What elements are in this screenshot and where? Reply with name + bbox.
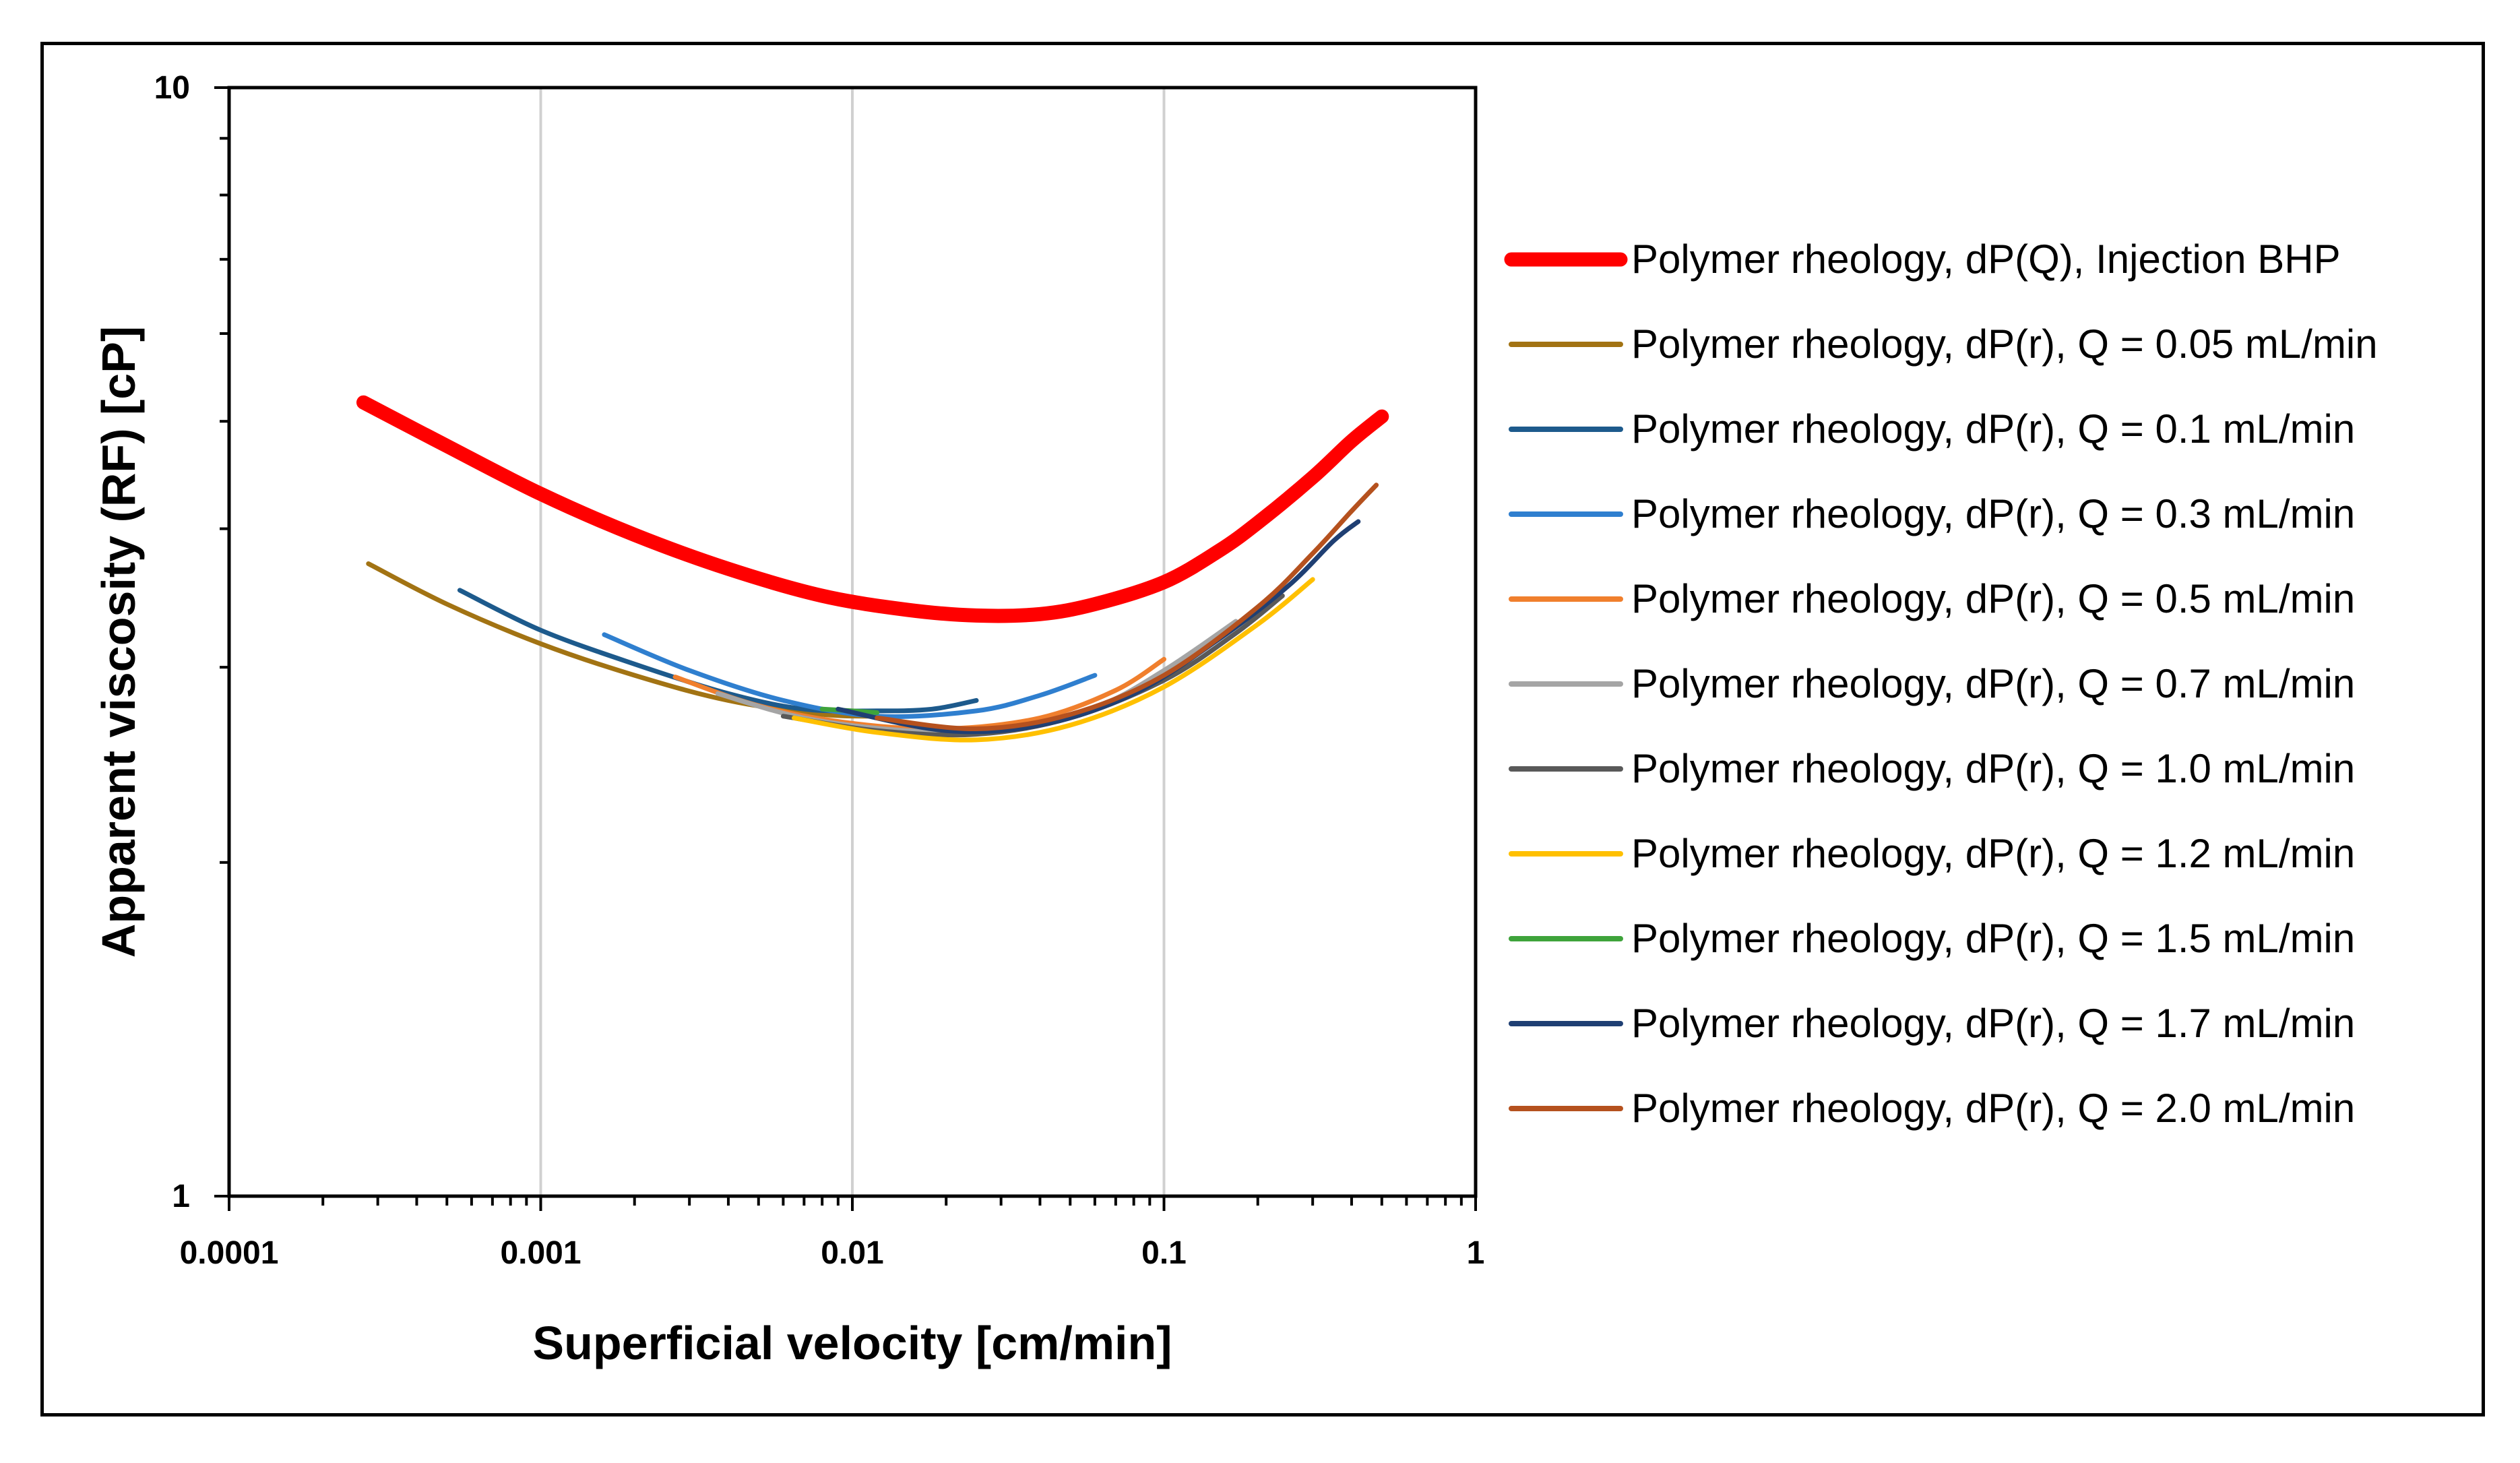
x-tick-label: 1 (1467, 1235, 1485, 1271)
y-axis-title: Apparent viscosity (RF) [cP] (92, 326, 145, 958)
legend-label: Polymer rheology, dP(Q), Injection BHP (1631, 237, 2341, 282)
x-tick-label: 0.01 (821, 1235, 883, 1271)
series-line (875, 483, 1379, 732)
x-tick-label: 0.0001 (180, 1235, 279, 1271)
x-tick-label: 0.001 (500, 1235, 581, 1271)
legend-label: Polymer rheology, dP(r), Q = 0.5 mL/min (1631, 576, 2355, 621)
chart: 0.0001 0.001 0.01 0.1 1 1 10 Superficial veloc… (92, 70, 2378, 1369)
series-lines (356, 395, 1389, 743)
legend-label: Polymer rheology, dP(r), Q = 2.0 mL/min (1631, 1086, 2355, 1131)
legend-label: Polymer rheology, dP(r), Q = 1.7 mL/min (1631, 1001, 2355, 1046)
x-axis-title: Superficial velocity [cm/min] (532, 1317, 1172, 1369)
series-line (356, 395, 1389, 623)
y-tick-label: 1 (172, 1179, 190, 1214)
axis-tick-marks (214, 86, 1477, 1211)
chart-frame: 0.0001 0.001 0.01 0.1 1 1 10 Superficial veloc… (40, 42, 2485, 1417)
grid-lines (539, 88, 1166, 1196)
series-line (792, 577, 1315, 743)
legend-label: Polymer rheology, dP(r), Q = 1.2 mL/min (1631, 831, 2355, 876)
legend-label: Polymer rheology, dP(r), Q = 0.7 mL/min (1631, 661, 2355, 706)
legend-label: Polymer rheology, dP(r), Q = 0.1 mL/min (1631, 406, 2355, 452)
legend-label: Polymer rheology, dP(r), Q = 0.05 mL/min (1631, 321, 2378, 367)
legend-label: Polymer rheology, dP(r), Q = 0.3 mL/min (1631, 491, 2355, 536)
series-line (457, 588, 979, 714)
legend: Polymer rheology, dP(Q), Injection BHP Po… (1504, 237, 2378, 1131)
tick-labels: 0.0001 0.001 0.01 0.1 1 1 10 (154, 70, 1485, 1271)
legend-label: Polymer rheology, dP(r), Q = 1.0 mL/min (1631, 746, 2355, 791)
legend-label: Polymer rheology, dP(r), Q = 1.5 mL/min (1631, 916, 2355, 961)
series-line (366, 561, 880, 719)
x-tick-label: 0.1 (1141, 1235, 1187, 1271)
y-tick-label: 10 (154, 70, 190, 106)
